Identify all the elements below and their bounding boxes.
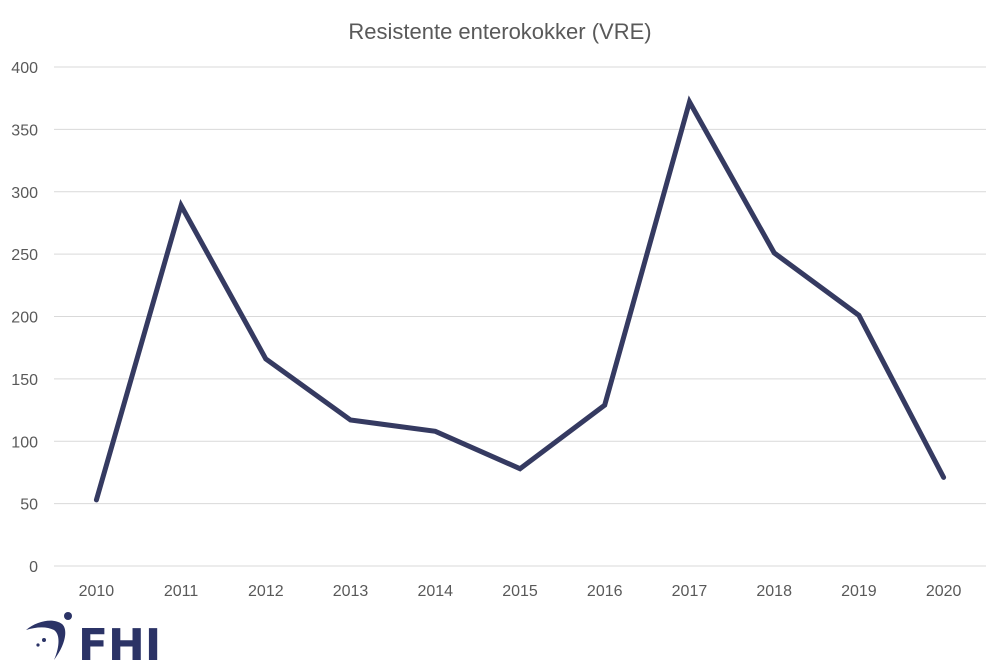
x-tick-label: 2017 [672, 583, 708, 600]
y-tick-label: 400 [11, 60, 38, 77]
y-tick-label: 300 [11, 185, 38, 202]
fhi-logo-text: FHI [78, 620, 161, 664]
x-tick-label: 2015 [502, 583, 538, 600]
y-axis-ticks: 0 50 100 150 200 250 300 350 400 [11, 60, 38, 576]
x-tick-label: 2020 [926, 583, 962, 600]
y-tick-label: 0 [29, 559, 38, 576]
x-tick-label: 2013 [333, 583, 369, 600]
x-axis-ticks: 2010 2011 2012 2013 2014 2015 2016 2017 2018 2019… [79, 583, 962, 600]
y-tick-label: 250 [11, 247, 38, 264]
fhi-logo-icon [26, 612, 72, 660]
x-tick-label: 2010 [79, 583, 115, 600]
x-tick-label: 2016 [587, 583, 623, 600]
chart-title: Resistente enterokokker (VRE) [348, 19, 651, 44]
x-tick-label: 2014 [417, 583, 453, 600]
series-line [93, 95, 947, 503]
y-tick-label: 150 [11, 372, 38, 389]
y-tick-label: 50 [20, 497, 38, 514]
x-tick-label: 2011 [164, 583, 199, 600]
x-tick-label: 2019 [841, 583, 877, 600]
fhi-logo: FHI [26, 612, 161, 664]
y-tick-label: 100 [11, 434, 38, 451]
y-tick-label: 350 [11, 122, 38, 139]
y-tick-label: 200 [11, 310, 38, 327]
x-tick-label: 2018 [756, 583, 792, 600]
gridlines [54, 66, 986, 567]
series-group [93, 95, 947, 503]
x-tick-label: 2012 [248, 583, 284, 600]
